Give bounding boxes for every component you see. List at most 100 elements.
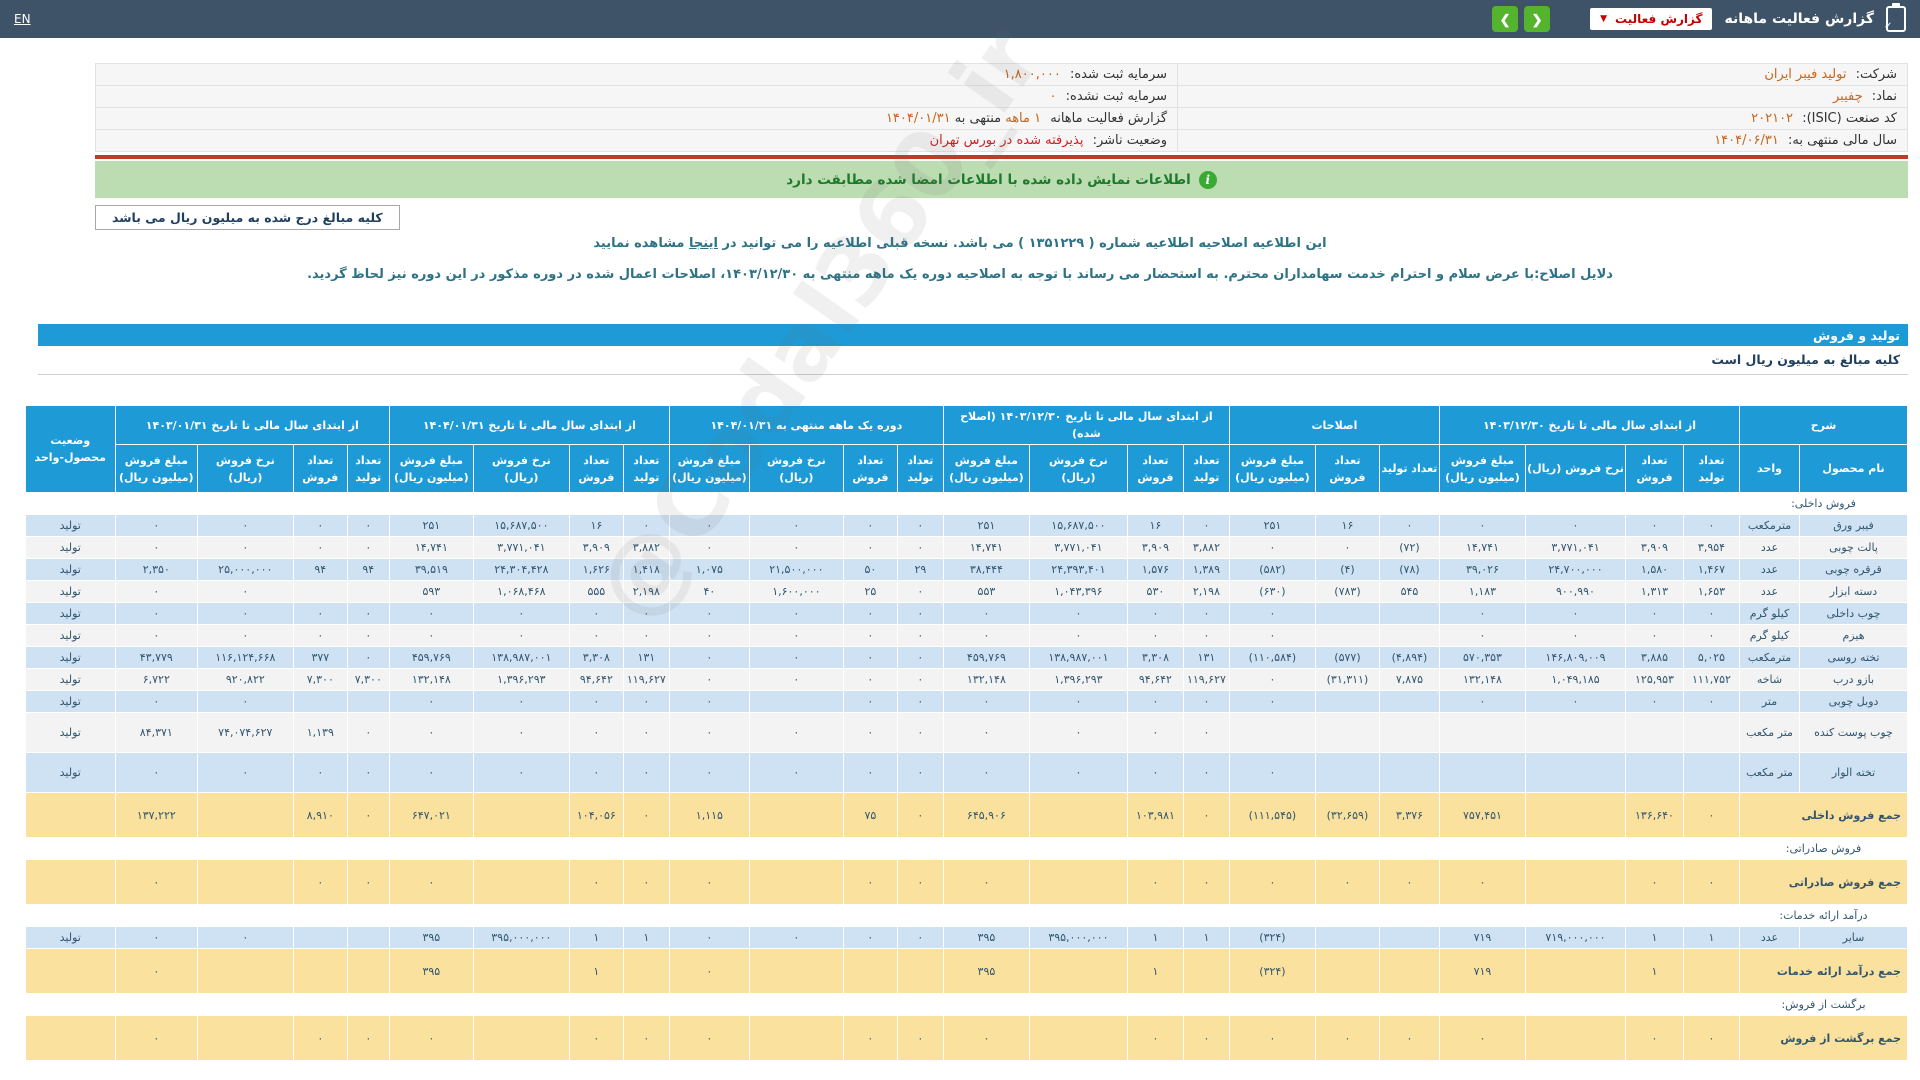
- category-row: برگشت از فروش:: [24, 993, 1908, 1017]
- table-cell: ۰: [388, 690, 474, 714]
- table-cell: [1378, 1060, 1440, 1076]
- table-cell: ۰: [1378, 1015, 1440, 1062]
- table-cell: متر مکعب: [1739, 712, 1800, 754]
- table-cell: ۰: [568, 1015, 624, 1062]
- table-cell: ۱۰۳,۹۸۱: [1126, 792, 1184, 839]
- table-cell: ۰: [622, 602, 670, 626]
- table-cell: [1438, 1060, 1527, 1076]
- table-cell: [24, 859, 116, 906]
- table-cell: ۱: [568, 948, 624, 995]
- table-cell: ۷۱۹: [1438, 948, 1527, 995]
- table-cell: [896, 1060, 944, 1076]
- table-cell: ۳۹۵: [942, 926, 1030, 950]
- table-cell: ۰: [1438, 602, 1527, 626]
- table-cell: [1683, 712, 1740, 754]
- table-cell: ۰: [748, 602, 844, 626]
- table-cell: جمع فروش صادراتی: [1739, 859, 1908, 906]
- table-cell: [1028, 859, 1128, 906]
- table-cell: ۰: [114, 602, 198, 626]
- previous-report-button[interactable]: ❮: [1492, 6, 1519, 32]
- table-cell: [114, 837, 198, 861]
- table-cell: ۰: [1228, 690, 1316, 714]
- table-cell: ۵۵۳: [942, 580, 1030, 604]
- table-cell: ۰: [346, 792, 390, 839]
- table-cell: [622, 904, 670, 928]
- table-cell: [668, 837, 750, 861]
- table-cell: ۱: [1683, 926, 1740, 950]
- table-cell: [748, 792, 844, 839]
- product-row: هیزم کیلو گرم ۰ ۰ ۰ ۰ ۰ ۰ ۰ ۰ ۰ ۰ ۰ ۰ ۰ ۰ ۰ ۰ ۰ ۰ ۰ ۰ ۰ تولید: [24, 624, 1908, 648]
- table-cell: [1525, 948, 1626, 995]
- table-cell: ۲۱,۵۰۰,۰۰۰: [748, 558, 844, 582]
- table-cell: ۰: [1438, 859, 1527, 906]
- table-cell: [942, 837, 1030, 861]
- report-type-dropdown[interactable]: گزارش فعالیت ▼: [1590, 8, 1713, 30]
- table-cell: ۰: [622, 752, 670, 794]
- table-cell: [346, 948, 390, 995]
- table-cell: [114, 1060, 198, 1076]
- table-cell: دوبل چوبی: [1799, 690, 1908, 714]
- table-cell: ۱,۱۳۹: [292, 712, 348, 754]
- table-cell: ۱,۴۶۷: [1683, 558, 1740, 582]
- table-cell: [1314, 926, 1380, 950]
- language-toggle-en[interactable]: EN: [14, 12, 31, 26]
- table-cell: [24, 1060, 116, 1076]
- table-cell: شاخه: [1739, 668, 1800, 692]
- table-cell: [748, 690, 844, 714]
- table-cell: ۰: [196, 926, 294, 950]
- table-cell: ۰: [1126, 712, 1184, 754]
- table-cell: ۰: [748, 752, 844, 794]
- table-cell: ۰: [622, 690, 670, 714]
- table-cell: ۰: [748, 514, 844, 538]
- table-cell: [1625, 492, 1684, 516]
- table-cell: [942, 1060, 1030, 1076]
- table-cell: ۱۵,۶۸۷,۵۰۰: [472, 514, 570, 538]
- table-cell: [896, 492, 944, 516]
- table-cell: ۰: [668, 514, 750, 538]
- table-cell: ۰: [1182, 792, 1230, 839]
- previous-version-link[interactable]: اینجا: [689, 236, 718, 251]
- table-cell: [24, 792, 116, 839]
- sum-row: جمع درآمد ارائه خدمات ۱ ۷۱۹ (۳۲۴) ۱ ۳۹۵ ۰ ۱ ۳۹۵ ۰: [24, 948, 1908, 995]
- table-cell: تولید: [24, 536, 116, 560]
- table-cell: ۰: [748, 668, 844, 692]
- table-cell: ۰: [842, 926, 898, 950]
- table-cell: ۷۴,۰۷۴,۶۲۷: [196, 712, 294, 754]
- table-cell: (۳۲۴): [1228, 926, 1316, 950]
- table-cell: [1028, 837, 1128, 861]
- table-cell: ۳,۳۷۶: [1378, 792, 1440, 839]
- product-row: بازو درب شاخه ۱۱۱,۷۵۲ ۱۲۵,۹۵۳ ۱,۰۴۹,۱۸۵ ۱۳۲,۱…: [24, 668, 1908, 692]
- table-cell: ۰: [668, 624, 750, 648]
- table-cell: ۰: [388, 752, 474, 794]
- table-cell: ۰: [1126, 690, 1184, 714]
- column-group-header: از ابتدای سال مالی تا تاریخ ۱۴۰۴/۰۱/۳۱: [388, 404, 670, 446]
- product-row: دسته ابزار عدد ۱,۶۵۳ ۱,۳۱۳ ۹۰۰,۹۹۰ ۱,۱۸۳ ۵۴۵ (۷…: [24, 580, 1908, 604]
- table-cell: (۱۱۰,۵۸۴): [1228, 646, 1316, 670]
- table-cell: ۰: [1228, 752, 1316, 794]
- table-cell: ۳۹۵: [388, 926, 474, 950]
- table-cell: [1228, 712, 1316, 754]
- table-cell: ۱۴,۷۴۱: [388, 536, 474, 560]
- table-cell: [292, 948, 348, 995]
- table-cell: ۰: [1028, 602, 1128, 626]
- table-cell: ۷,۸۷۵: [1378, 668, 1440, 692]
- table-cell: (۷۸۳): [1314, 580, 1380, 604]
- table-cell: ۱: [568, 926, 624, 950]
- table-cell: [1525, 792, 1626, 839]
- table-cell: [24, 1015, 116, 1062]
- product-row: چوب پوست کنده متر مکعب ۰ ۰ ۰ ۰ ۰ ۰ ۰ ۰ ۰ ۰ ۰ ۰ ۰ ۱,۱۳۹ ۷…: [24, 712, 1908, 754]
- table-cell: [668, 993, 750, 1017]
- product-row: تخته الوار متر مکعب ۰ ۰ ۰ ۰ ۰ ۰ ۰ ۰ ۰ ۰ ۰ ۰ ۰ ۰ ۰ ۰ ۰ تولید: [24, 752, 1908, 794]
- next-report-button[interactable]: ❯: [1524, 6, 1551, 32]
- table-cell: ۷۵۷,۴۵۱: [1438, 792, 1527, 839]
- table-cell: ۰: [842, 514, 898, 538]
- table-cell: ۰: [748, 712, 844, 754]
- table-cell: ۶۴۵,۹۰۶: [942, 792, 1030, 839]
- table-cell: ۰: [1126, 859, 1184, 906]
- table-cell: ۵۵۵: [568, 580, 624, 604]
- table-cell: فیبر ورق: [1799, 514, 1908, 538]
- top-navbar: گزارش فعالیت ماهانه گزارش فعالیت ▼ ❮ ❯ E…: [0, 0, 1920, 38]
- sum-row: جمع برگشت از فروش ۰ ۰ ۰ ۰ ۰ ۰ ۰ ۰ ۰ ۰ ۰ ۰ ۰ ۰ ۰ ۰ ۰ ۰: [24, 1015, 1908, 1062]
- table-cell: ۵,۰۲۵: [1683, 646, 1740, 670]
- table-cell: ۱۲۵,۹۵۳: [1625, 668, 1684, 692]
